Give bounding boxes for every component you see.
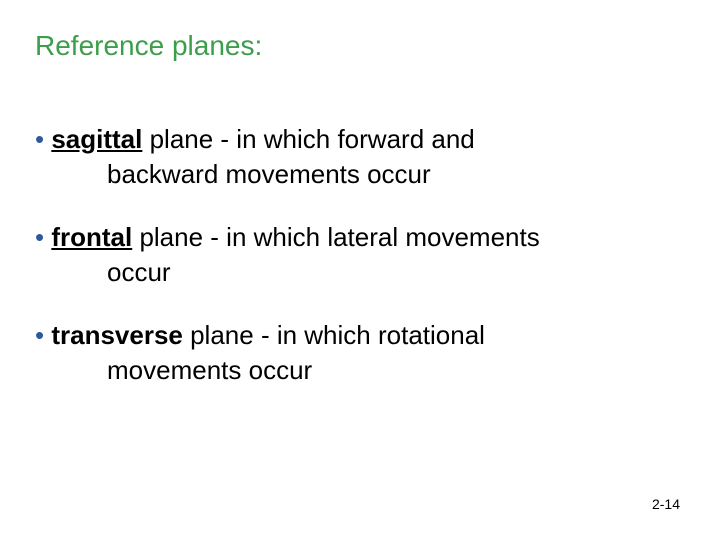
bullet-text: sagittal plane - in which forward and — [51, 124, 474, 154]
continuation-line: movements occur — [35, 353, 685, 388]
list-item: • sagittal plane - in which forward and … — [35, 122, 685, 192]
term: frontal — [51, 222, 132, 252]
text-after-term: plane - in which rotational — [183, 320, 485, 350]
continuation-line: backward movements occur — [35, 157, 685, 192]
text-after-term: plane - in which lateral movements — [132, 222, 540, 252]
bullet-list: • sagittal plane - in which forward and … — [35, 122, 685, 389]
bullet-marker: • — [35, 124, 51, 154]
slide-title: Reference planes: — [35, 30, 685, 62]
list-item: • transverse plane - in which rotational… — [35, 318, 685, 388]
page-number: 2-14 — [652, 496, 680, 512]
list-item: • frontal plane - in which lateral movem… — [35, 220, 685, 290]
continuation-line: occur — [35, 255, 685, 290]
bullet-text: transverse plane - in which rotational — [51, 320, 485, 350]
term: sagittal — [51, 124, 142, 154]
bullet-marker: • — [35, 222, 51, 252]
term: transverse — [51, 320, 183, 350]
text-after-term: plane - in which forward and — [142, 124, 474, 154]
bullet-text: frontal plane - in which lateral movemen… — [51, 222, 539, 252]
bullet-marker: • — [35, 320, 51, 350]
